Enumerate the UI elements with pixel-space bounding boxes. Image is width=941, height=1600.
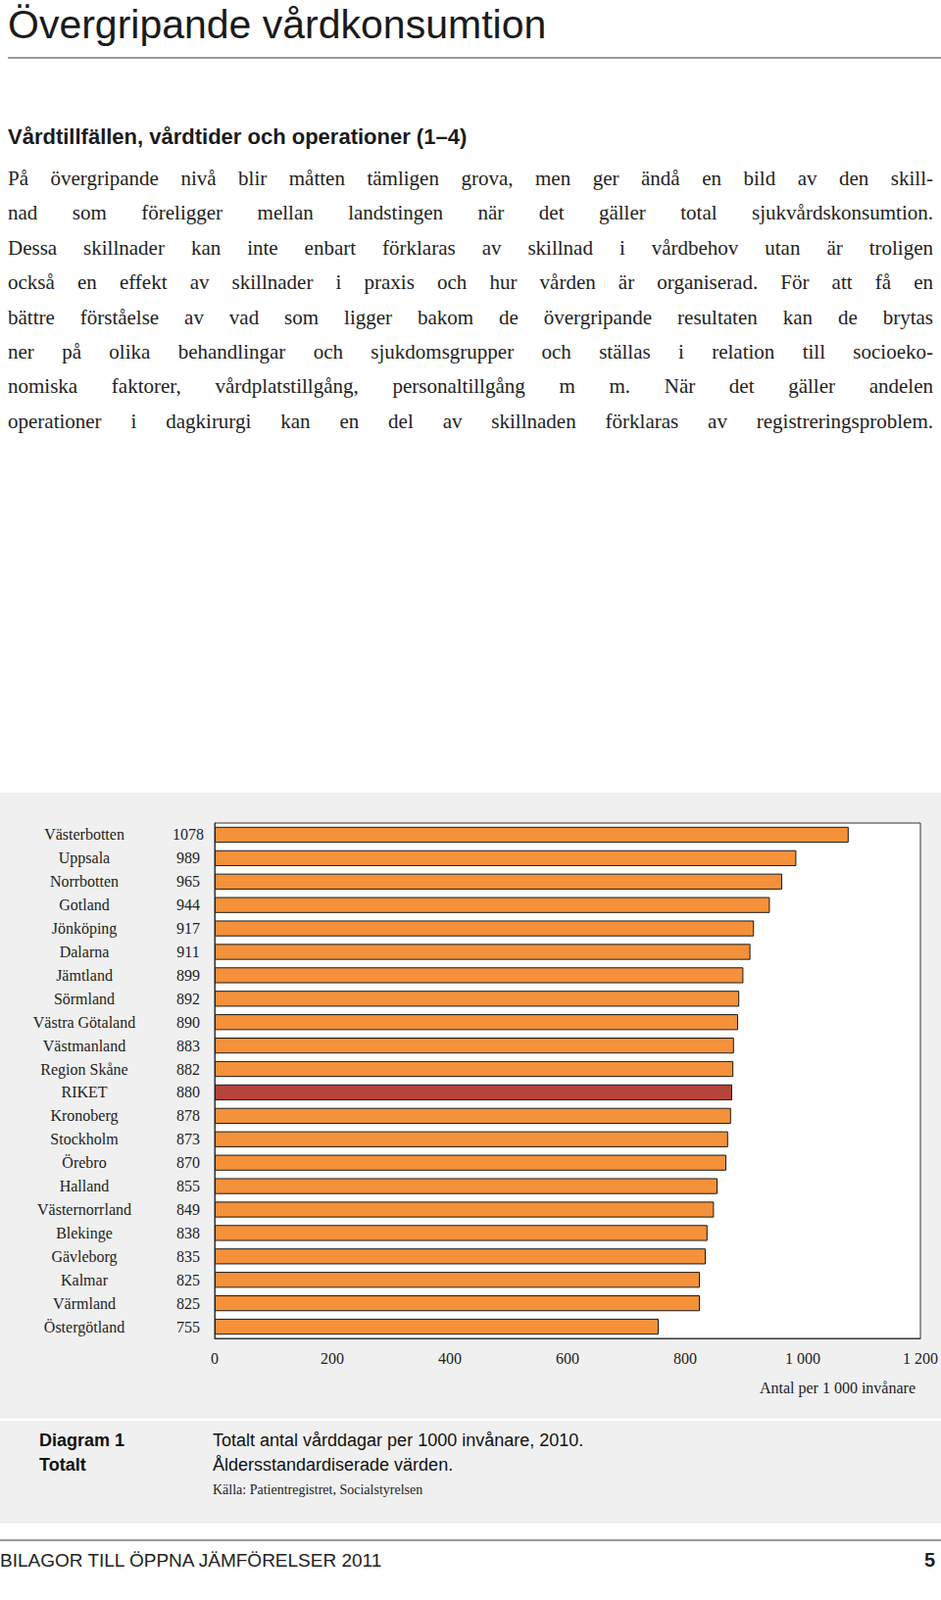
svg-text:1 200: 1 200: [902, 1350, 939, 1368]
svg-text:Västerbotten: Västerbotten: [44, 826, 125, 843]
svg-text:917: 917: [176, 920, 200, 938]
html-text:Källa: Patientregistret, Socia: Källa: Patientregistret, Socialstyrelsen: [212, 1483, 423, 1498]
svg-text:200: 200: [320, 1350, 345, 1368]
svg-text:Östergötland: Östergötland: [44, 1319, 125, 1338]
svg-text:849: 849: [176, 1201, 200, 1219]
html-text:ner på olika behandlingar och: ner på olika behandlingar och sjukdomsgr…: [7, 340, 934, 364]
html-text:också en effekt av skillnader: också en effekt av skillnader i praxis o…: [7, 270, 934, 295]
svg-text:Jönköping: Jönköping: [51, 920, 118, 939]
svg-text:965: 965: [176, 873, 200, 891]
html-text:nad som föreligger mellan land: nad som föreligger mellan landstingen nä…: [7, 201, 934, 225]
html-text:BILAGOR TILL ÖPPNA JÄMFÖRELSER: BILAGOR TILL ÖPPNA JÄMFÖRELSER 2011: [0, 1550, 382, 1572]
svg-text:Stockholm: Stockholm: [49, 1131, 119, 1148]
html-text:nomiska faktorer, vårdplatstil: nomiska faktorer, vårdplatstillgång, per…: [7, 374, 934, 399]
svg-text:Gävleborg: Gävleborg: [50, 1248, 117, 1267]
svg-text:Västra Götaland: Västra Götaland: [33, 1014, 136, 1032]
svg-text:1 000: 1 000: [785, 1350, 821, 1368]
svg-text:755: 755: [176, 1319, 200, 1337]
svg-text:855: 855: [176, 1178, 200, 1195]
html-text:Dessa skillnader kan inte enba: Dessa skillnader kan inte enbart förklar…: [7, 236, 934, 260]
svg-text:RIKET: RIKET: [60, 1084, 107, 1101]
svg-text:1078: 1078: [172, 826, 204, 843]
html-text:Totalt antal vårddagar per 100: Totalt antal vårddagar per 1000 invånare…: [212, 1431, 584, 1451]
svg-text:Värmland: Värmland: [52, 1295, 116, 1313]
svg-text:Dalarna: Dalarna: [59, 943, 110, 961]
svg-text:Örebro: Örebro: [61, 1154, 106, 1172]
svg-text:835: 835: [176, 1248, 200, 1266]
svg-text:890: 890: [176, 1014, 200, 1032]
svg-text:Västernorrland: Västernorrland: [37, 1201, 132, 1219]
html-text:Åldersstandardiserade värden.: Åldersstandardiserade värden.: [212, 1455, 454, 1476]
svg-text:825: 825: [176, 1295, 200, 1313]
svg-text:911: 911: [176, 943, 199, 961]
html-text:5: 5: [924, 1549, 936, 1572]
svg-text:600: 600: [555, 1350, 580, 1368]
html-text:bättre förståelse av vad som l: bättre förståelse av vad som ligger bako…: [7, 305, 934, 329]
html-text:operationer i dagkirurgi kan e: operationer i dagkirurgi kan en del av s…: [7, 409, 934, 434]
html-text:Diagram 1: Diagram 1: [39, 1431, 125, 1451]
svg-text:944: 944: [176, 896, 200, 914]
svg-text:Region Skåne: Region Skåne: [40, 1061, 128, 1080]
svg-text:0: 0: [210, 1350, 219, 1368]
svg-text:873: 873: [176, 1131, 200, 1148]
html-text:Övergripande vårdkonsumtion: Övergripande vårdkonsumtion: [7, 1, 547, 48]
svg-text:Sörmland: Sörmland: [53, 990, 115, 1008]
svg-text:825: 825: [176, 1272, 200, 1289]
svg-text:800: 800: [673, 1350, 697, 1368]
svg-text:989: 989: [176, 849, 200, 867]
html-text:På övergripande nivå blir mått: På övergripande nivå blir måtten tämlige…: [7, 166, 934, 191]
svg-text:Gotland: Gotland: [58, 896, 110, 914]
svg-text:838: 838: [176, 1225, 200, 1242]
svg-text:Kronoberg: Kronoberg: [49, 1107, 118, 1126]
svg-text:Halland: Halland: [59, 1178, 110, 1195]
html-text:Vårdtillfällen, vårdtider och: Vårdtillfällen, vårdtider och operatione…: [7, 124, 467, 149]
svg-text:880: 880: [176, 1084, 200, 1101]
svg-text:Jämtland: Jämtland: [55, 967, 113, 985]
svg-text:Västmanland: Västmanland: [43, 1038, 126, 1055]
svg-text:Blekinge: Blekinge: [55, 1225, 113, 1243]
svg-text:899: 899: [176, 967, 200, 985]
svg-text:Norrbotten: Norrbotten: [49, 873, 119, 891]
svg-text:Kalmar: Kalmar: [60, 1272, 109, 1289]
svg-text:883: 883: [176, 1038, 200, 1055]
svg-text:878: 878: [176, 1107, 200, 1125]
svg-text:Antal per 1 000 invånare: Antal per 1 000 invånare: [759, 1380, 916, 1398]
svg-text:892: 892: [176, 990, 200, 1008]
svg-text:870: 870: [176, 1154, 200, 1172]
svg-text:400: 400: [438, 1350, 462, 1368]
svg-text:Uppsala: Uppsala: [58, 849, 110, 868]
svg-text:882: 882: [176, 1061, 200, 1079]
html-text:Totalt: Totalt: [39, 1455, 86, 1476]
